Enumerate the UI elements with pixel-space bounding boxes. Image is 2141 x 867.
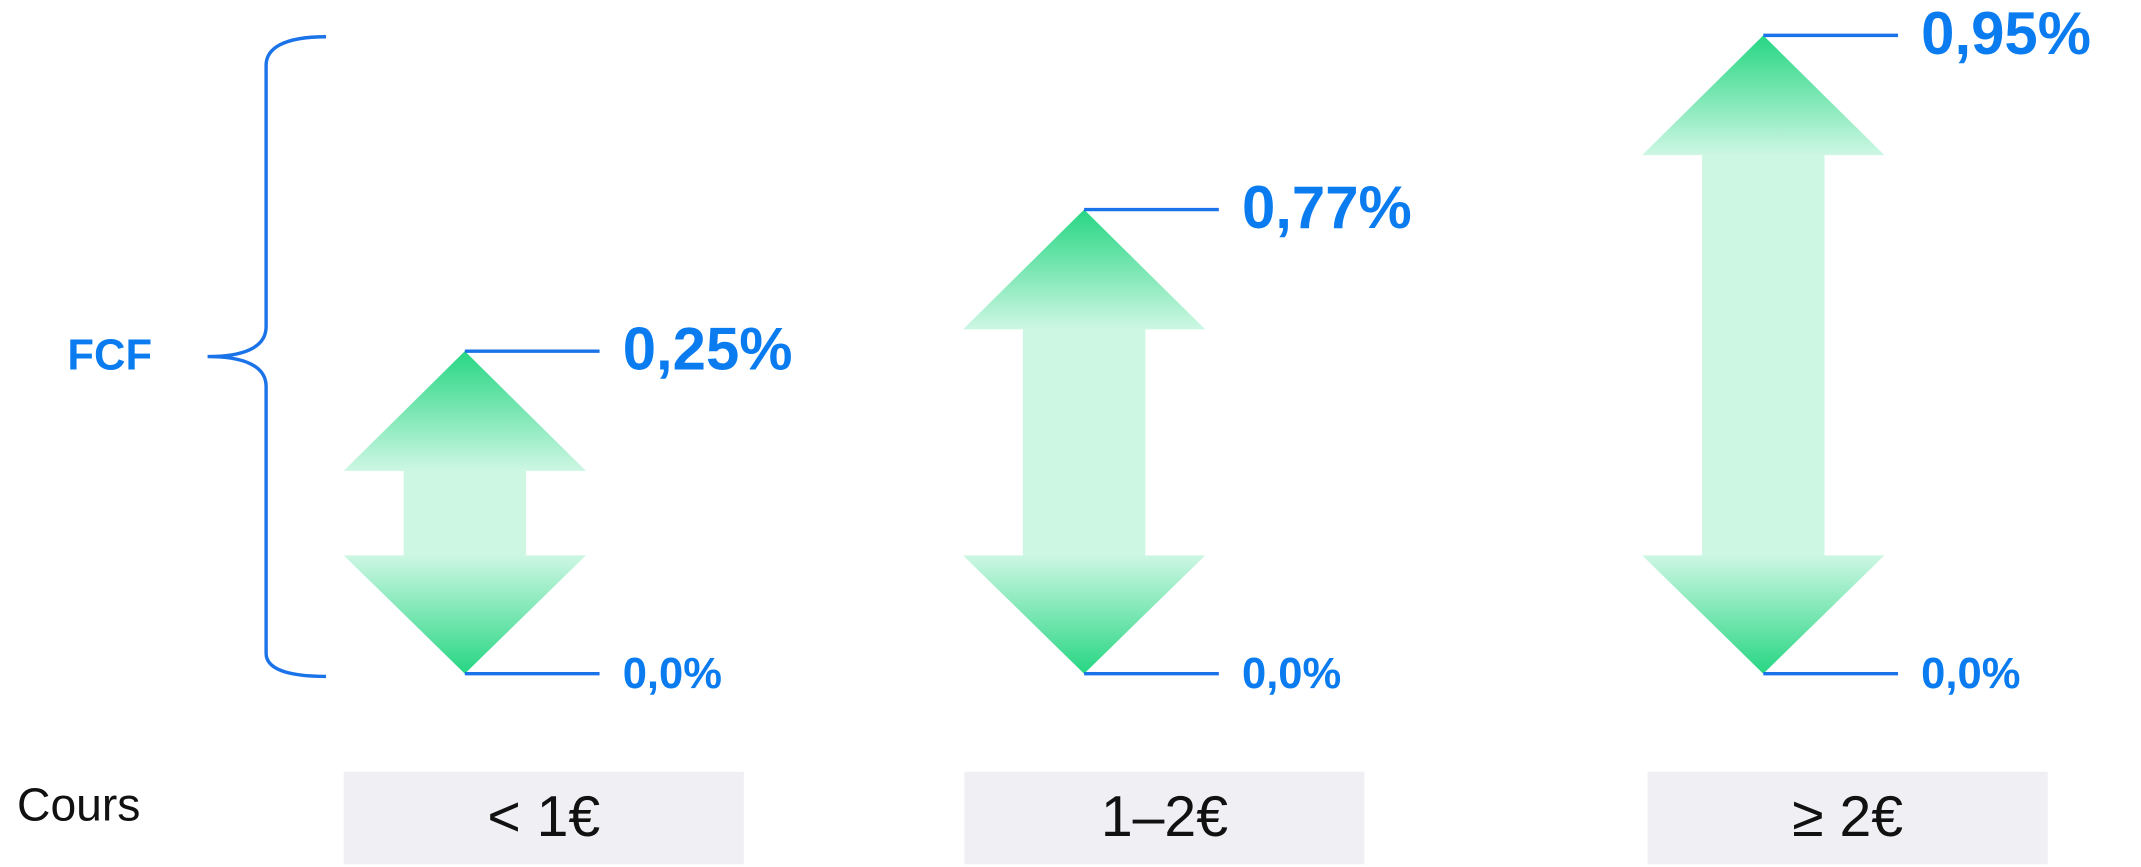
row-label: Cours: [17, 779, 140, 831]
bottom-value: 0,0%: [1921, 650, 2020, 698]
arrow-head-down: [1642, 555, 1885, 674]
fcf-label: FCF: [67, 331, 152, 379]
top-value: 0,25%: [623, 316, 793, 383]
top-value: 0,95%: [1921, 0, 2091, 67]
price-label: < 1€: [487, 785, 600, 849]
brace: [207, 35, 326, 679]
price-box: [964, 771, 1365, 865]
arrow-head-down: [343, 555, 586, 674]
price-box: [1647, 771, 2048, 865]
arrow-shaft: [403, 469, 527, 557]
arrow-head-up: [1642, 35, 1885, 156]
price-label: ≥ 2€: [1792, 785, 1903, 849]
top-value: 0,77%: [1242, 174, 1412, 241]
bottom-value: 0,0%: [1242, 650, 1341, 698]
price-label: 1–2€: [1101, 785, 1228, 849]
arrow-head-up: [343, 351, 586, 471]
price-box: [343, 771, 744, 865]
columns: 0,25% 0,0% < 1€ 0,77% 0,0% 1–2€ 0,95% 0,0% ≥ 2€: [343, 0, 2091, 865]
arrow-head-up: [962, 209, 1206, 330]
arrow-shaft: [1022, 328, 1146, 557]
arrow-shaft: [1702, 153, 1825, 557]
arrow-head-down: [962, 555, 1206, 674]
bottom-value: 0,0%: [623, 650, 722, 698]
